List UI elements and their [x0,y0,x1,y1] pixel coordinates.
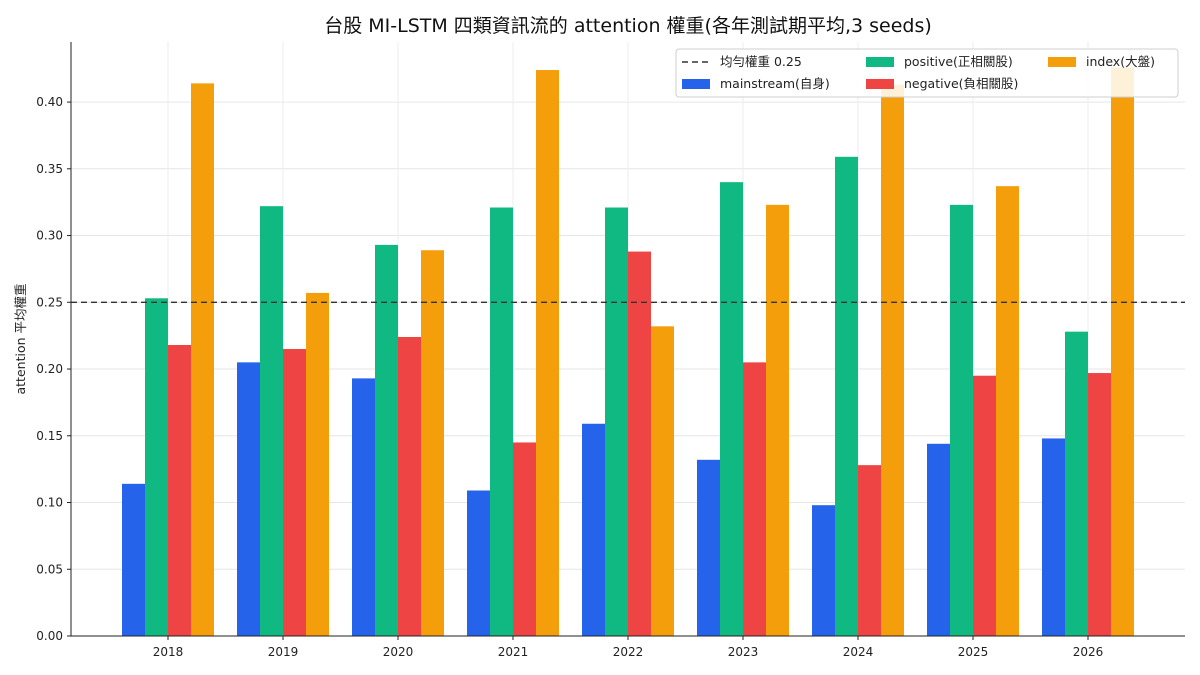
bar-1-2018 [145,298,168,636]
bar-0-2021 [467,490,490,636]
chart-title: 台股 MI-LSTM 四類資訊流的 attention 權重(各年測試期平均,3… [324,15,932,37]
x-tick-label: 2025 [958,645,989,659]
bar-3-2026 [1111,67,1134,636]
bar-1-2020 [375,244,398,636]
bar-2-2024 [858,465,881,636]
bar-2-2023 [743,362,766,636]
legend-swatch-4 [1048,57,1076,67]
x-tick-label: 2026 [1073,645,1104,659]
bar-2-2025 [973,375,996,636]
bar-2-2021 [513,442,536,636]
legend-label-2: positive(正相關股) [904,54,1013,69]
bar-1-2022 [605,207,628,636]
x-tick-label: 2024 [843,645,874,659]
bar-2-2019 [283,349,306,636]
y-tick-label: 0.00 [36,629,63,643]
bar-3-2025 [996,186,1019,636]
legend-label-0: 均勻權重 0.25 [720,54,802,69]
bar-1-2023 [720,182,743,637]
bar-3-2024 [881,84,904,637]
y-tick-label: 0.20 [36,362,63,376]
bar-0-2024 [812,505,835,636]
bar-1-2025 [950,204,973,637]
y-tick-label: 0.15 [36,429,63,443]
x-ticks: 2018 2019 2020 2021 2022 2023 2024 2025 2026 [153,636,1104,659]
legend-swatch-2 [866,57,894,67]
bar-2-2020 [398,336,421,636]
bar-1-2019 [260,206,283,636]
y-tick-label: 0.25 [36,295,63,309]
bar-3-2022 [651,326,674,636]
y-ticks: 0.00 0.05 0.10 0.15 0.20 0.25 0.30 0.35 0.40 [36,95,71,643]
bar-2-2026 [1088,373,1111,636]
bar-0-2020 [352,378,375,636]
x-tick-label: 2019 [268,645,299,659]
bar-2-2022 [628,251,651,636]
bar-2-2018 [168,345,191,636]
bar-0-2019 [237,362,260,636]
legend-label-1: mainstream(自身) [720,76,830,91]
bars [122,67,1134,637]
bar-1-2021 [490,207,513,636]
bar-0-2023 [697,459,720,636]
x-tick-label: 2023 [728,645,759,659]
bar-0-2022 [582,423,605,636]
legend-label-3: negative(負相關股) [904,76,1018,91]
y-tick-label: 0.10 [36,496,63,510]
bar-1-2024 [835,156,858,636]
bar-0-2026 [1042,438,1065,636]
bar-3-2018 [191,83,214,637]
x-tick-label: 2021 [498,645,529,659]
bar-3-2019 [306,292,329,636]
x-tick-label: 2020 [383,645,414,659]
x-tick-label: 2018 [153,645,184,659]
bar-3-2023 [766,204,789,637]
bar-1-2026 [1065,331,1088,636]
bar-0-2025 [927,443,950,636]
legend-swatch-3 [866,79,894,89]
y-tick-label: 0.35 [36,162,63,176]
y-tick-label: 0.05 [36,562,63,576]
bar-0-2018 [122,483,145,636]
bar-3-2021 [536,70,559,636]
legend-label-4: index(大盤) [1086,54,1155,69]
x-tick-label: 2022 [613,645,644,659]
legend: 均勻權重 0.25 mainstream(自身) positive(正相關股) neg… [675,48,1179,98]
y-tick-label: 0.30 [36,229,63,243]
bar-3-2020 [421,250,444,636]
y-axis-label: attention 平均權重 [13,284,28,395]
legend-swatch-1 [682,79,710,89]
y-tick-label: 0.40 [36,95,63,109]
